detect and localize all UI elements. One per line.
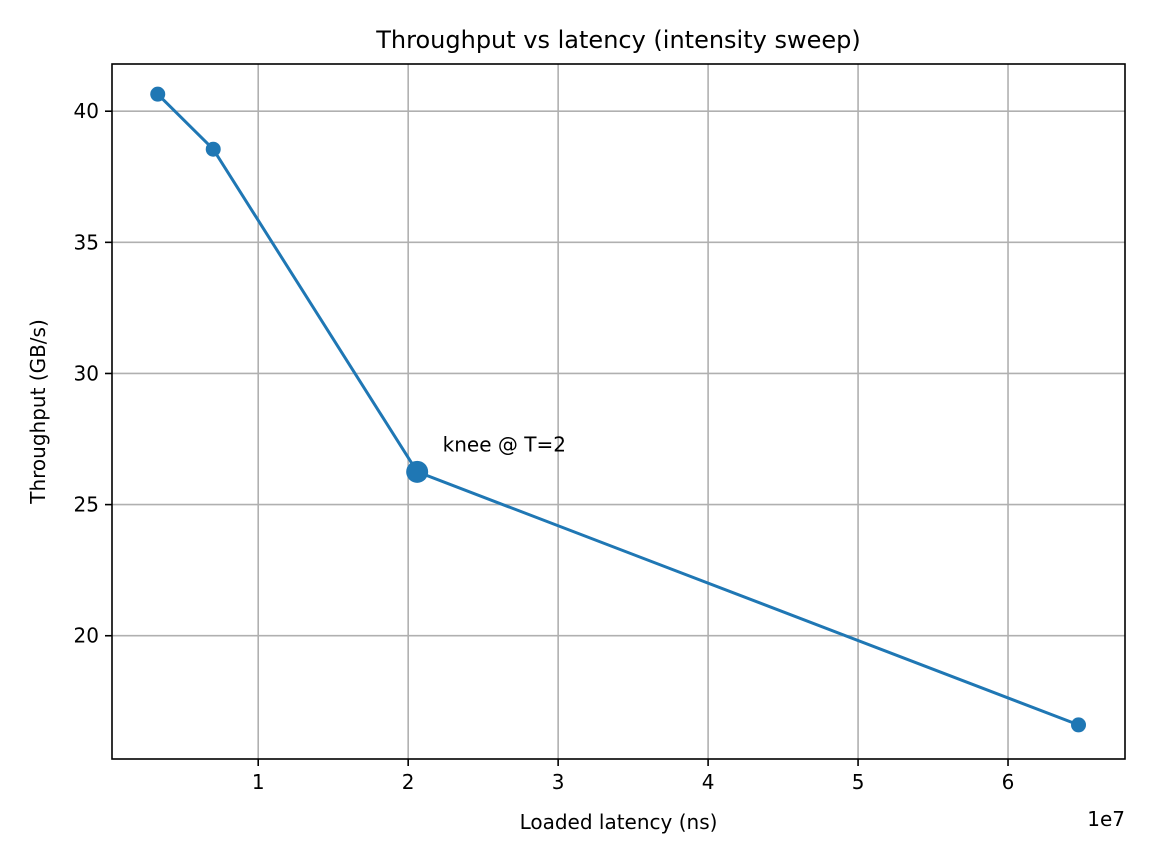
x-tick-label: 5 [852, 770, 865, 794]
annotations: knee @ T=2 [443, 432, 566, 456]
data-point [205, 141, 221, 157]
x-tick-label: 2 [402, 770, 415, 794]
y-tick-label: 40 [74, 99, 99, 123]
series-line [156, 93, 1080, 727]
x-tick-label: 1 [252, 770, 265, 794]
x-tick-label: 3 [552, 770, 565, 794]
grid [112, 64, 1125, 759]
x-tick-label: 6 [1002, 770, 1015, 794]
y-axis-label: Throughput (GB/s) [26, 319, 50, 505]
y-tick-label: 25 [74, 493, 99, 517]
y-tick-label: 35 [74, 230, 99, 254]
data-point [1071, 717, 1087, 733]
y-tick-label: 30 [74, 361, 99, 385]
x-axis-offset-label: 1e7 [1087, 807, 1125, 831]
x-axis-label: Loaded latency (ns) [520, 810, 718, 834]
knee-marker [406, 460, 429, 483]
chart-title: Throughput vs latency (intensity sweep) [375, 26, 860, 54]
plot-frame [111, 63, 1126, 760]
ticks: 1 2 3 4 5 6 20 25 30 35 40 [74, 99, 1015, 794]
series-layer [150, 86, 1087, 733]
data-point [150, 86, 166, 102]
knee-annotation: knee @ T=2 [443, 432, 566, 456]
y-tick-label: 20 [74, 624, 99, 648]
x-tick-label: 4 [702, 770, 715, 794]
